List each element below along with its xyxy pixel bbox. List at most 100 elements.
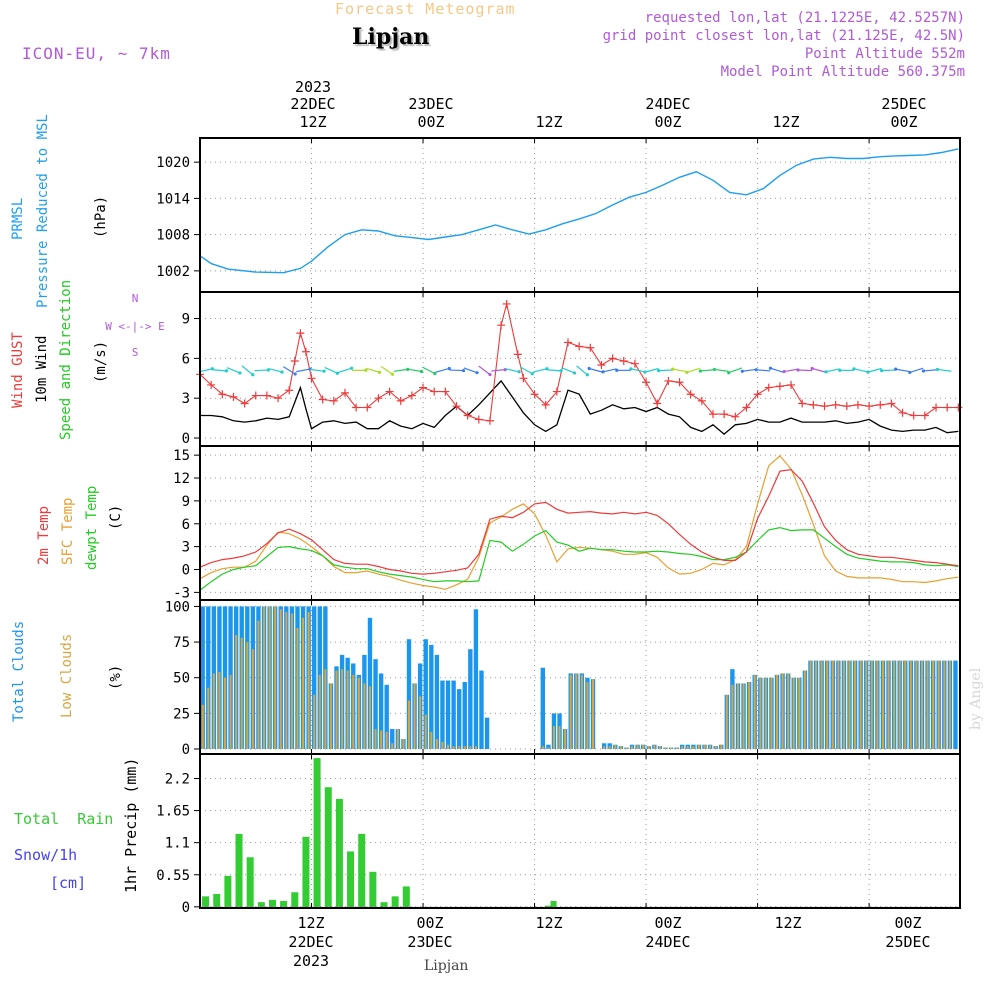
total-cloud-bar: [451, 680, 456, 750]
gust-marker: [262, 391, 271, 400]
low-cloud-bar: [603, 746, 606, 750]
gust-marker: [274, 394, 283, 403]
precip-ylabel: 1hr Precip (mm): [122, 758, 140, 893]
low-cloud-bar: [341, 669, 344, 750]
gust-marker: [352, 403, 361, 412]
y-tick-label: 9: [182, 494, 190, 510]
low-cloud-bar: [865, 660, 868, 750]
gust-marker: [229, 392, 238, 401]
top-year-label: 2023: [295, 78, 331, 96]
prmsl-desc-label: Pressure Reduced to MSL: [35, 114, 51, 308]
gust-marker: [842, 402, 851, 411]
low-cloud-bar: [675, 747, 678, 750]
low-cloud-bar: [854, 660, 857, 750]
wind-arrow-head: [559, 369, 563, 373]
gust-marker: [430, 387, 439, 396]
wind-arrow: [422, 366, 436, 375]
gust-marker: [452, 402, 461, 411]
total-cloud-bar: [462, 681, 467, 750]
y-tick-label: 0: [182, 563, 190, 579]
wind-arrow-head: [433, 371, 437, 376]
total-cloud-bar: [200, 606, 205, 750]
low-cloud-bar: [592, 679, 594, 750]
gust-marker: [218, 390, 227, 399]
low-cloud-bar: [346, 670, 349, 750]
wind-arrow: [644, 367, 659, 373]
pressure-line: [199, 148, 959, 274]
low-cloud-bar: [218, 672, 221, 750]
low-cloud-bar: [686, 746, 689, 750]
model-label: ICON-EU, ~ 7km: [22, 44, 171, 63]
wind-arrow-head: [643, 370, 647, 374]
gust-marker: [697, 396, 706, 405]
gust-marker: [619, 357, 628, 366]
low-cloud-bar: [552, 726, 555, 750]
wind-arrow-head: [224, 369, 229, 373]
top-time-axis: 2023 22DEC 12Z 23DEC 00Z 12Z 24DEC 00Z 1…: [290, 78, 926, 131]
bottom-hour-label: 00Z: [416, 914, 443, 932]
wind-arrow: [881, 369, 896, 372]
y-tick-label: 9: [182, 312, 190, 328]
location-title: Lipjan: [352, 24, 430, 50]
rain-bar: [302, 836, 310, 907]
pressure-unit-label: (hPa): [93, 196, 109, 238]
total-cloud-bar: [384, 684, 389, 750]
wind-arrow: [282, 366, 296, 375]
wind-arrow: [254, 369, 269, 372]
wind-arrow-head: [322, 369, 326, 373]
wind-arrow: [602, 368, 617, 373]
y-tick-label: 1020: [156, 155, 190, 171]
rain-bar: [391, 896, 399, 907]
low-cloud-bar: [837, 660, 840, 750]
low-cloud-bar: [296, 627, 299, 750]
low-cloud-bar: [413, 683, 416, 750]
gust-marker: [307, 374, 316, 383]
wind-arrow: [435, 367, 450, 373]
low-cloud-bar: [575, 673, 578, 750]
snow-label: Snow/1h: [14, 846, 77, 864]
y-tick-label: 0.55: [156, 868, 190, 884]
wind-arrow-head: [810, 366, 814, 371]
gust-marker: [753, 390, 762, 399]
wind-arrow-head: [377, 370, 382, 374]
total-cloud-bar: [601, 743, 607, 750]
total-cloud-bar: [473, 609, 479, 750]
gust-marker: [463, 411, 472, 420]
wind-arrow: [463, 367, 478, 374]
rain-bar: [291, 892, 299, 907]
gust-marker: [385, 387, 394, 396]
total-cloud-bar: [546, 744, 551, 750]
compass-we: W <-|-> E: [105, 320, 165, 333]
wind-arrow-head: [880, 369, 884, 373]
y-tick-label: 1002: [156, 264, 190, 280]
low-cloud-bar: [725, 694, 728, 750]
total-cloud-bar: [540, 667, 546, 750]
wind-arrow-head: [517, 370, 521, 374]
low-cloud-bar: [374, 729, 377, 750]
total-cloud-bar: [434, 654, 440, 750]
wind-arrow-head: [768, 366, 773, 370]
wind-arrow: [923, 369, 938, 372]
wind-arrow-head: [908, 370, 912, 375]
bottom-hour-label: 12Z: [297, 914, 324, 932]
gust-marker: [301, 347, 310, 356]
gust-marker: [775, 382, 784, 391]
wind-arrow-head: [390, 372, 395, 376]
total-cloud-bar: [445, 680, 451, 750]
top-date-label: 24DEC: [645, 95, 690, 113]
gust-marker: [530, 390, 539, 399]
wind-arrow-head: [685, 370, 689, 375]
low-cloud-bar: [251, 649, 254, 750]
gust-marker: [630, 359, 639, 368]
wind-arrow-head: [587, 366, 591, 371]
low-cloud-bar: [798, 677, 801, 750]
wind-arrow-head: [727, 371, 731, 375]
y-tick-label: 100: [165, 599, 190, 615]
gust-marker: [340, 388, 349, 397]
low-clouds-label: Low Clouds: [59, 634, 75, 718]
wind-arrow: [226, 367, 241, 374]
gust-marker: [485, 416, 494, 425]
bottom-hour-label: 12Z: [774, 914, 801, 932]
